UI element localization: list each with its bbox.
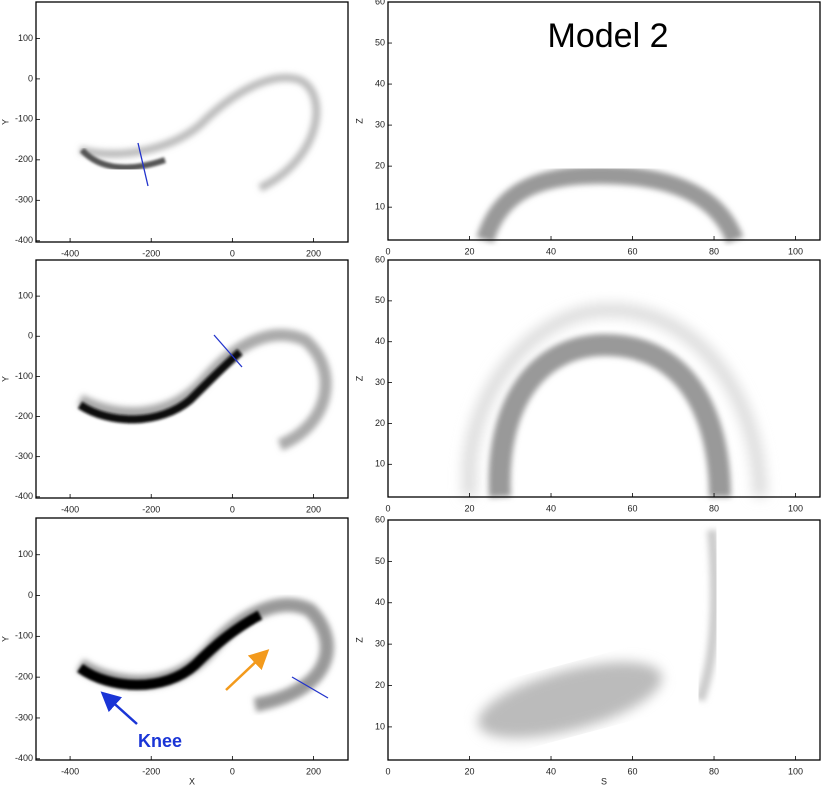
- y-tick-label: 50: [375, 556, 385, 566]
- y-tick-label: 20: [375, 161, 385, 171]
- panel-title: Model 2: [548, 17, 669, 55]
- x-axis-label: S: [601, 776, 607, 786]
- y-axis-label: Y: [0, 119, 10, 125]
- x-tick-label: 60: [628, 246, 638, 256]
- x-tick-label: 200: [306, 248, 321, 258]
- y-tick-label: 50: [375, 37, 385, 47]
- x-tick-label: -200: [142, 766, 160, 776]
- y-tick-label: -200: [15, 411, 33, 421]
- panel-frame: [387, 1, 821, 241]
- x-tick-label: 0: [385, 503, 390, 513]
- x-tick-label: -400: [61, 504, 79, 514]
- y-axis-label: Z: [354, 118, 364, 124]
- annotation: Knee: [138, 731, 182, 751]
- y-tick-label: 60: [375, 254, 385, 264]
- y-tick-label: -300: [15, 451, 33, 461]
- panel-frame: [35, 517, 349, 761]
- y-tick-label: -300: [15, 195, 33, 205]
- y-axis-label: Y: [0, 636, 10, 642]
- y-tick-label: 60: [375, 514, 385, 524]
- x-tick-label: 0: [230, 766, 235, 776]
- x-tick-label: -400: [61, 766, 79, 776]
- x-tick-label: 60: [628, 766, 638, 776]
- y-tick-label: -400: [15, 753, 33, 763]
- y-axis-label: Z: [354, 637, 364, 643]
- x-tick-label: 80: [709, 246, 719, 256]
- x-tick-label: 80: [709, 503, 719, 513]
- y-tick-label: 50: [375, 295, 385, 305]
- y-tick-label: 40: [375, 597, 385, 607]
- y-tick-label: 40: [375, 336, 385, 346]
- x-tick-label: -200: [142, 504, 160, 514]
- y-tick-label: 100: [18, 549, 33, 559]
- x-tick-label: 0: [230, 248, 235, 258]
- y-tick-label: 0: [28, 73, 33, 83]
- y-tick-label: 60: [375, 0, 385, 6]
- panel-frame: [387, 519, 821, 761]
- y-tick-label: 30: [375, 119, 385, 129]
- y-tick-label: -300: [15, 712, 33, 722]
- x-tick-label: 0: [230, 504, 235, 514]
- x-tick-label: -400: [61, 248, 79, 258]
- y-tick-label: 10: [375, 202, 385, 212]
- y-tick-label: 10: [375, 721, 385, 731]
- x-tick-label: 20: [465, 246, 475, 256]
- x-tick-label: 60: [628, 503, 638, 513]
- y-tick-label: -200: [15, 154, 33, 164]
- y-tick-label: 100: [18, 33, 33, 43]
- y-tick-label: -400: [15, 491, 33, 501]
- x-tick-label: 80: [709, 766, 719, 776]
- y-tick-label: 10: [375, 459, 385, 469]
- x-tick-label: 20: [465, 766, 475, 776]
- x-tick-label: 100: [788, 766, 803, 776]
- x-tick-label: 40: [546, 766, 556, 776]
- y-tick-label: 0: [28, 331, 33, 341]
- x-tick-label: 200: [306, 766, 321, 776]
- y-tick-label: 20: [375, 418, 385, 428]
- x-tick-label: 40: [546, 503, 556, 513]
- y-tick-label: 100: [18, 290, 33, 300]
- y-tick-label: -100: [15, 631, 33, 641]
- panel-frame: [35, 1, 349, 243]
- x-tick-label: 40: [546, 246, 556, 256]
- y-tick-label: -200: [15, 672, 33, 682]
- y-axis-label: Z: [354, 375, 364, 381]
- y-tick-label: 30: [375, 639, 385, 649]
- y-tick-label: 0: [28, 590, 33, 600]
- y-tick-label: 20: [375, 680, 385, 690]
- x-tick-label: 100: [788, 246, 803, 256]
- y-tick-label: 30: [375, 377, 385, 387]
- y-axis-label: Y: [0, 376, 10, 382]
- y-tick-label: 40: [375, 78, 385, 88]
- x-tick-label: 100: [788, 503, 803, 513]
- x-tick-label: 0: [385, 246, 390, 256]
- y-tick-label: -100: [15, 371, 33, 381]
- y-tick-label: -400: [15, 235, 33, 245]
- y-tick-label: -100: [15, 114, 33, 124]
- panel-frame: [35, 259, 349, 499]
- image-content: [76, 73, 767, 739]
- x-tick-label: 200: [306, 504, 321, 514]
- x-axis-label: X: [189, 776, 195, 786]
- panel-frame: [387, 259, 821, 498]
- x-tick-label: -200: [142, 248, 160, 258]
- x-tick-label: 20: [465, 503, 475, 513]
- x-tick-label: 0: [385, 766, 390, 776]
